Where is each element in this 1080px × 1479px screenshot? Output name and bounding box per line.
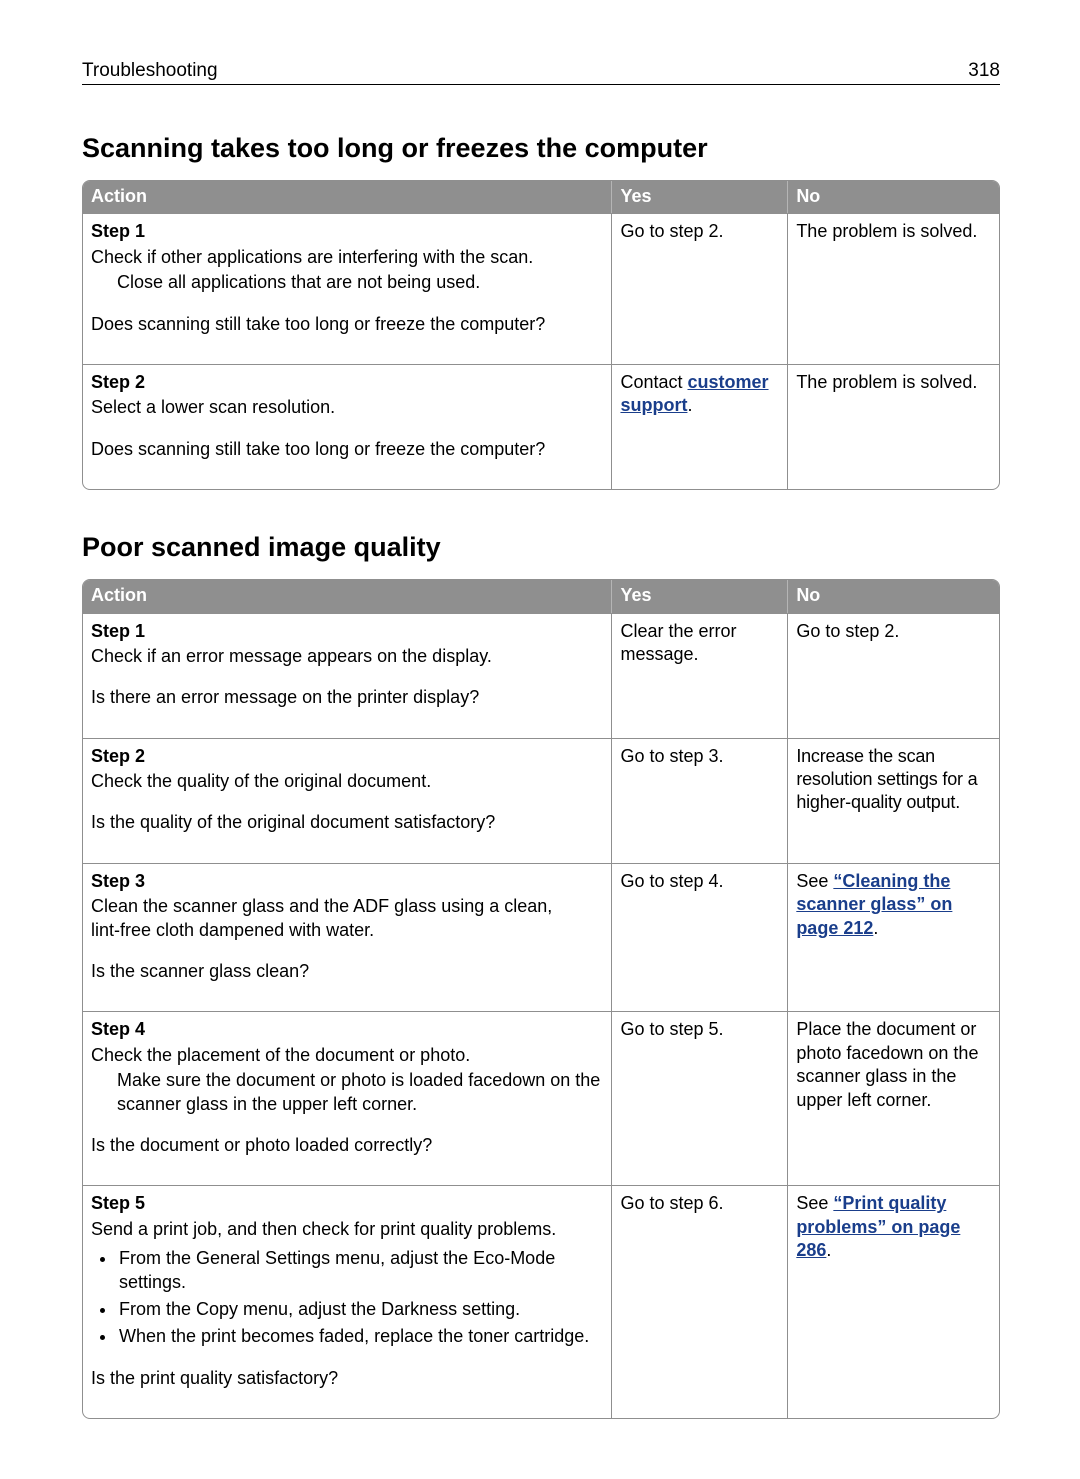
action-text: Send a print job, and then check for pri… xyxy=(91,1218,603,1241)
step-label: Step 4 xyxy=(91,1018,603,1041)
yes-cell: Go to step 5. xyxy=(612,1011,788,1185)
yes-text: Clear the error message. xyxy=(620,621,736,664)
action-text: Check the quality of the original docume… xyxy=(91,770,603,793)
action-cell: Step 4 Check the placement of the docume… xyxy=(83,1011,612,1185)
bullet-item: When the print becomes faded, replace th… xyxy=(117,1325,603,1348)
action-cell: Step 3 Clean the scanner glass and the A… xyxy=(83,863,612,1012)
table-row: Step 3 Clean the scanner glass and the A… xyxy=(83,863,999,1012)
col-header-yes: Yes xyxy=(612,181,788,213)
yes-cell: Go to step 3. xyxy=(612,738,788,863)
troubleshooting-table: Action Yes No Step 1 Check if an error m… xyxy=(82,579,1000,1419)
table-row: Step 1 Check if an error message appears… xyxy=(83,613,999,738)
step-label: Step 1 xyxy=(91,220,603,243)
table-row: Step 5 Send a print job, and then check … xyxy=(83,1185,999,1418)
no-pre-text: See xyxy=(796,1193,833,1213)
action-text: Check if other applications are interfer… xyxy=(91,246,603,269)
no-text: Place the document or photo facedown on … xyxy=(796,1019,978,1109)
yes-cell: Clear the error message. xyxy=(612,613,788,738)
col-header-action: Action xyxy=(83,580,612,612)
section-poor-image-quality: Poor scanned image quality Action Yes No… xyxy=(82,532,1000,1419)
no-pre-text: See xyxy=(796,871,833,891)
action-question: Is there an error message on the printer… xyxy=(91,686,603,709)
no-text: Increase the scan resolution settings fo… xyxy=(796,746,977,813)
action-body: Check if other applications are interfer… xyxy=(91,246,603,295)
action-text: Check the placement of the document or p… xyxy=(91,1044,603,1067)
yes-post-text: . xyxy=(687,395,692,415)
page: Troubleshooting 318 Scanning takes too l… xyxy=(0,0,1080,1479)
yes-cell: Go to step 6. xyxy=(612,1185,788,1418)
col-header-action: Action xyxy=(83,181,612,213)
step-label: Step 1 xyxy=(91,620,603,643)
action-question: Is the quality of the original document … xyxy=(91,811,603,834)
action-indent: Make sure the document or photo is loade… xyxy=(117,1069,603,1116)
action-text: Check if an error message appears on the… xyxy=(91,645,603,668)
no-cell: See “Cleaning the scanner glass” on page… xyxy=(788,863,999,1012)
section-scanning-freezes: Scanning takes too long or freezes the c… xyxy=(82,133,1000,490)
action-body: Select a lower scan resolution. xyxy=(91,396,603,419)
action-body: Check the placement of the document or p… xyxy=(91,1044,603,1116)
no-post-text: . xyxy=(873,918,878,938)
no-text: Go to step 2. xyxy=(796,621,899,641)
section-heading: Poor scanned image quality xyxy=(82,532,1000,563)
bullet-item: From the General Settings menu, adjust t… xyxy=(117,1247,603,1294)
yes-text: Go to step 3. xyxy=(620,746,723,766)
action-question: Is the scanner glass clean? xyxy=(91,960,603,983)
table-row: Step 4 Check the placement of the docume… xyxy=(83,1011,999,1185)
action-body: Send a print job, and then check for pri… xyxy=(91,1218,603,1349)
step-label: Step 2 xyxy=(91,745,603,768)
yes-text: Go to step 6. xyxy=(620,1193,723,1213)
no-text: The problem is solved. xyxy=(796,372,977,392)
troubleshooting-table: Action Yes No Step 1 Check if other appl… xyxy=(82,180,1000,490)
table-row: Step 2 Select a lower scan resolution. D… xyxy=(83,364,999,489)
bullet-item: From the Copy menu, adjust the Darkness … xyxy=(117,1298,603,1321)
action-cell: Step 1 Check if other applications are i… xyxy=(83,213,612,364)
yes-cell: Go to step 2. xyxy=(612,213,788,364)
yes-text: Go to step 2. xyxy=(620,221,723,241)
action-question: Does scanning still take too long or fre… xyxy=(91,438,603,461)
step-label: Step 3 xyxy=(91,870,603,893)
action-cell: Step 5 Send a print job, and then check … xyxy=(83,1185,612,1418)
table-row: Step 2 Check the quality of the original… xyxy=(83,738,999,863)
no-cell: The problem is solved. xyxy=(788,364,999,489)
action-question: Is the print quality satisfactory? xyxy=(91,1367,603,1390)
no-cell: Go to step 2. xyxy=(788,613,999,738)
action-cell: Step 2 Check the quality of the original… xyxy=(83,738,612,863)
yes-pre-text: Contact xyxy=(620,372,687,392)
action-question: Does scanning still take too long or fre… xyxy=(91,313,603,336)
col-header-no: No xyxy=(788,580,999,612)
section-heading: Scanning takes too long or freezes the c… xyxy=(82,133,1000,164)
no-cell: Place the document or photo facedown on … xyxy=(788,1011,999,1185)
page-number: 318 xyxy=(968,60,1000,82)
running-header-title: Troubleshooting xyxy=(82,60,218,82)
step-label: Step 2 xyxy=(91,371,603,394)
action-indent: Close all applications that are not bein… xyxy=(117,271,603,294)
action-cell: Step 2 Select a lower scan resolution. D… xyxy=(83,364,612,489)
no-cell: The problem is solved. xyxy=(788,213,999,364)
no-post-text: . xyxy=(826,1240,831,1260)
running-header: Troubleshooting 318 xyxy=(82,60,1000,85)
action-text: Clean the scanner glass and the ADF glas… xyxy=(91,895,603,942)
no-cell: See “Print quality problems” on page 286… xyxy=(788,1185,999,1418)
action-cell: Step 1 Check if an error message appears… xyxy=(83,613,612,738)
yes-text: Go to step 5. xyxy=(620,1019,723,1039)
action-body: Check if an error message appears on the… xyxy=(91,645,603,668)
no-cell: Increase the scan resolution settings fo… xyxy=(788,738,999,863)
table-header-row: Action Yes No xyxy=(83,580,999,612)
no-text: The problem is solved. xyxy=(796,221,977,241)
yes-cell: Go to step 4. xyxy=(612,863,788,1012)
table-row: Step 1 Check if other applications are i… xyxy=(83,213,999,364)
action-body: Clean the scanner glass and the ADF glas… xyxy=(91,895,603,942)
col-header-yes: Yes xyxy=(612,580,788,612)
yes-text: Go to step 4. xyxy=(620,871,723,891)
action-body: Check the quality of the original docume… xyxy=(91,770,603,793)
action-bullets: From the General Settings menu, adjust t… xyxy=(91,1247,603,1349)
col-header-no: No xyxy=(788,181,999,213)
yes-cell: Contact customer support. xyxy=(612,364,788,489)
action-question: Is the document or photo loaded correctl… xyxy=(91,1134,603,1157)
step-label: Step 5 xyxy=(91,1192,603,1215)
action-text: Select a lower scan resolution. xyxy=(91,396,603,419)
table-header-row: Action Yes No xyxy=(83,181,999,213)
